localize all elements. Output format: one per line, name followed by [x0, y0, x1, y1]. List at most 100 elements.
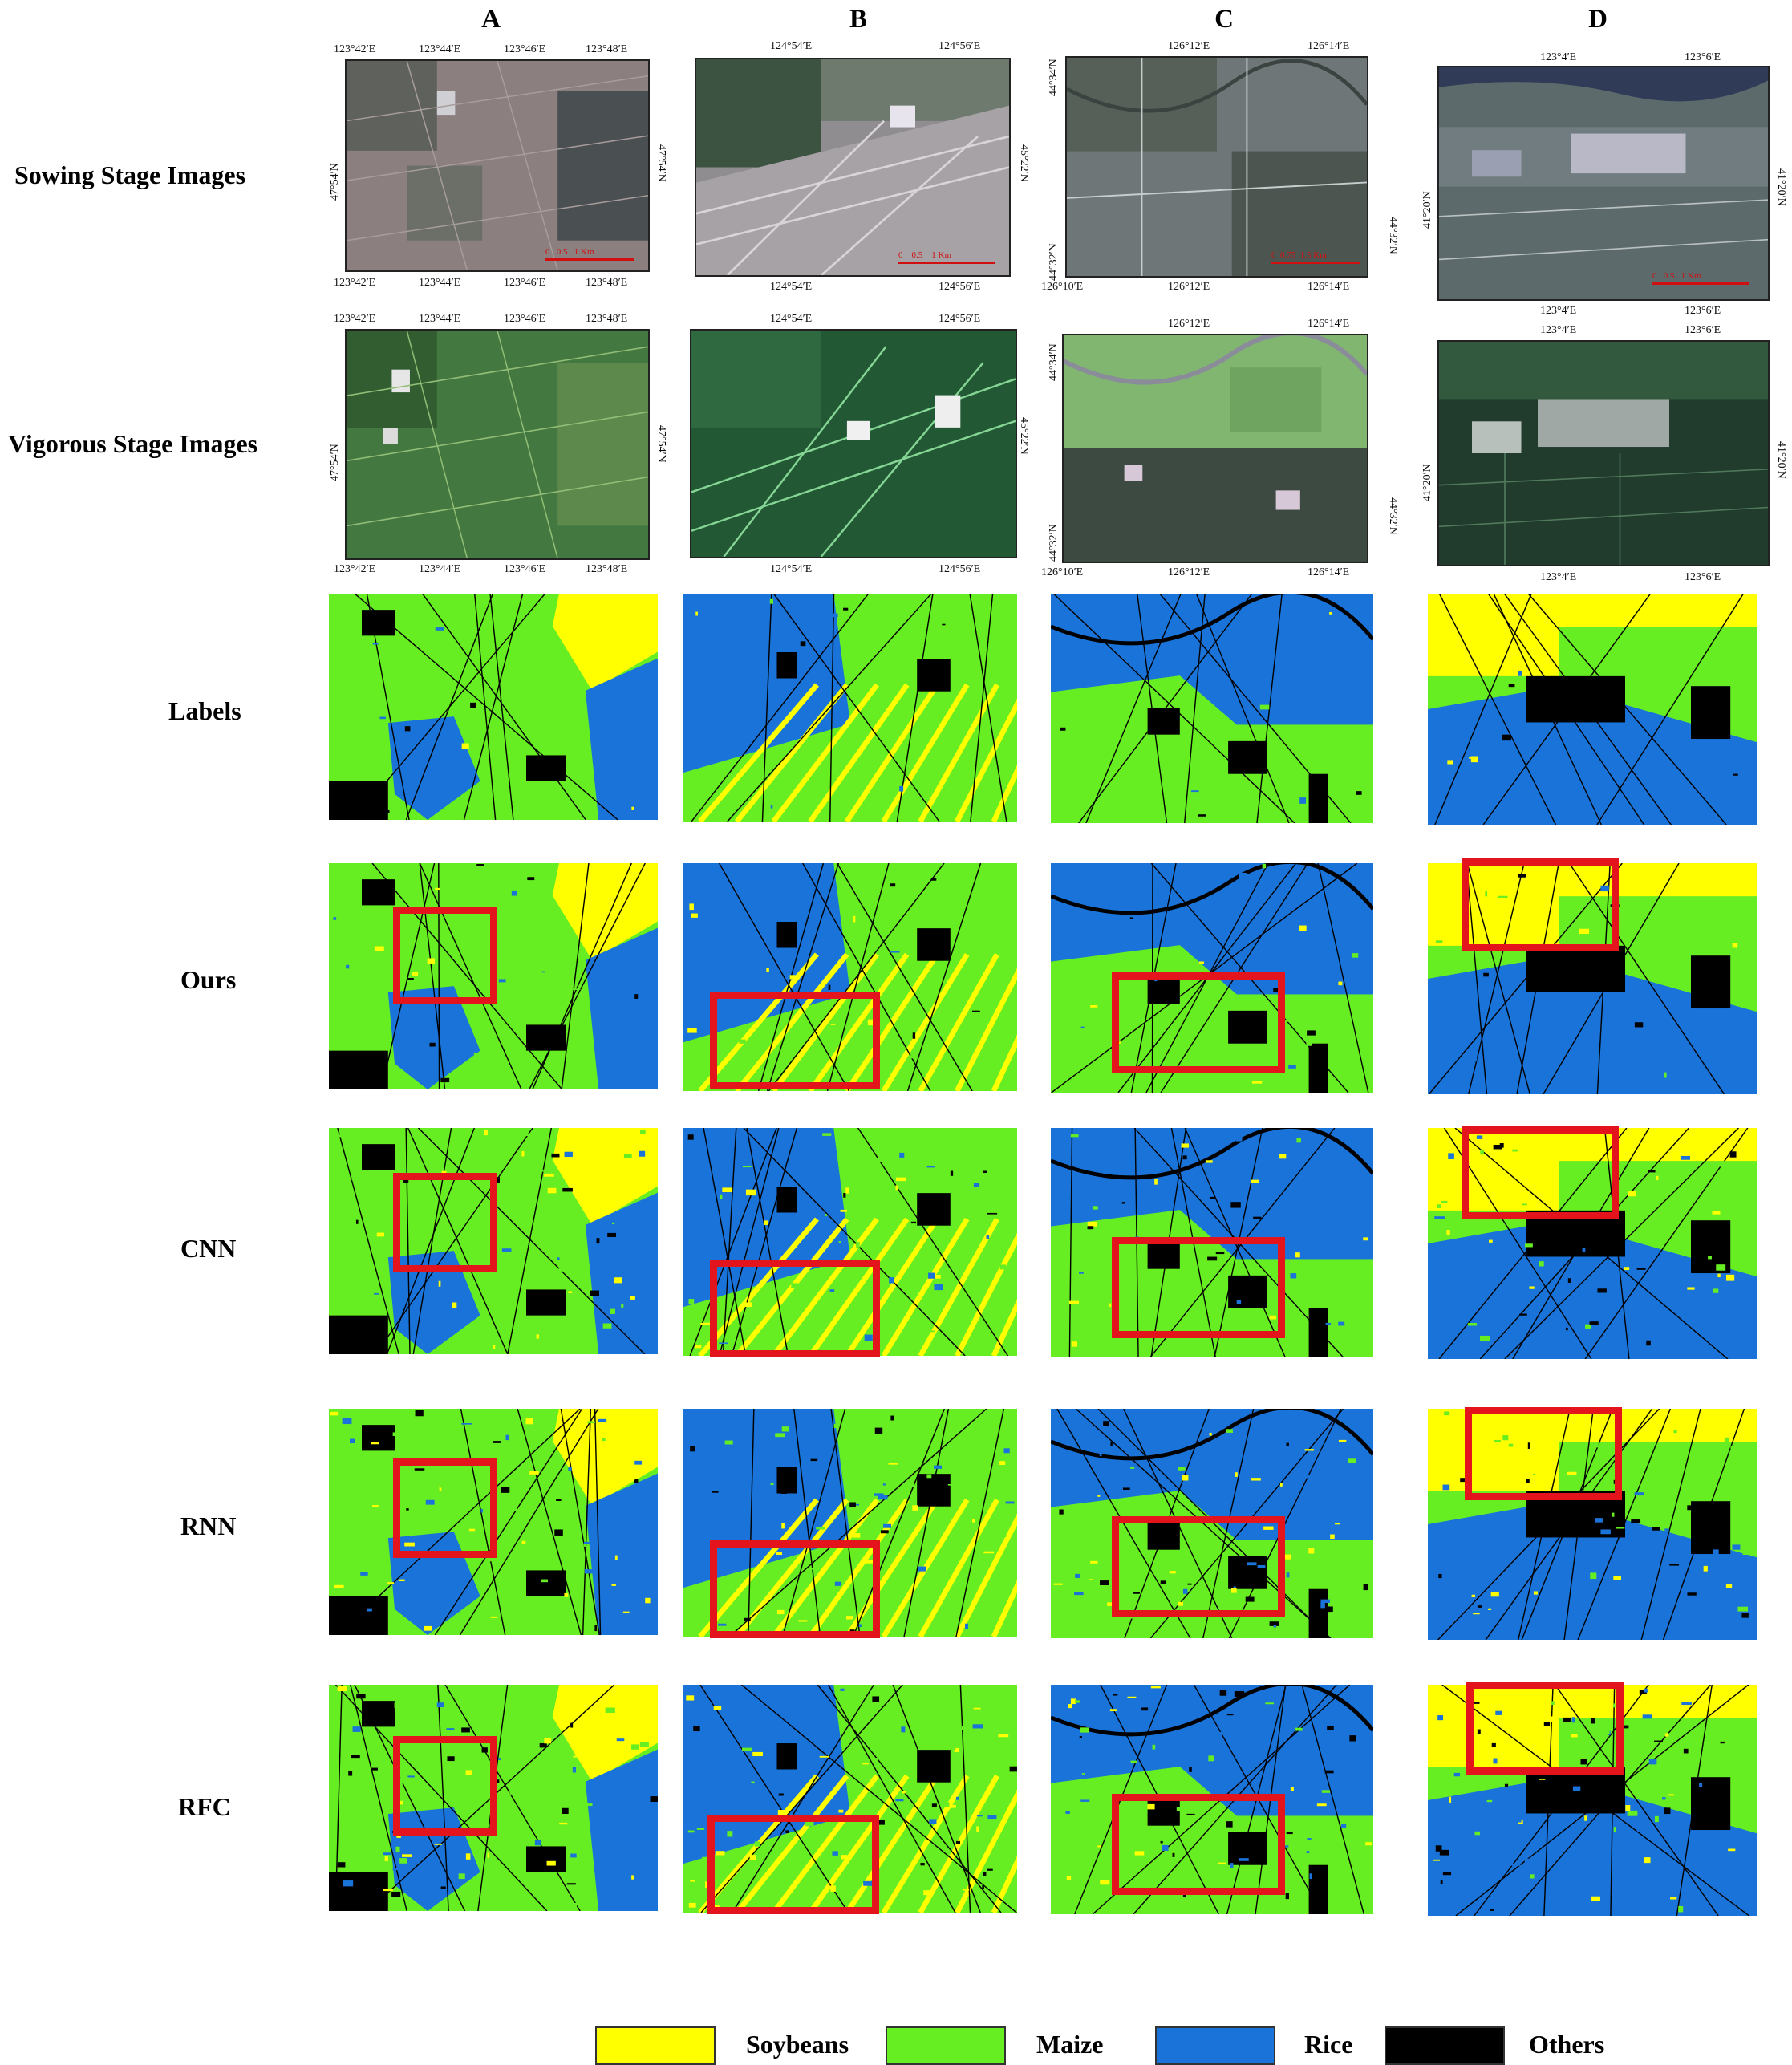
row-label-rnn: RNN: [180, 1511, 236, 1541]
coord-b2-right: 45°22′N: [1017, 417, 1030, 455]
coord-d-left: 41°20′N: [1421, 191, 1434, 229]
coord-c-left: 44°34′N: [1048, 59, 1060, 96]
coord-a-bottom-2: 123°46′E: [504, 277, 545, 290]
legend-swatch-rice: [1155, 2026, 1275, 2065]
legend-label-rice: Rice: [1304, 2030, 1352, 2059]
coord-c2-top-0: 126°12′E: [1168, 318, 1210, 331]
legend-swatch-soybeans: [595, 2026, 716, 2065]
coord-b-top-1: 124°56′E: [939, 40, 980, 53]
highlight-box-ours-b: [710, 992, 880, 1089]
coord-c-top-1: 126°14′E: [1308, 40, 1349, 53]
coord-d2-bottom-0: 123°4′E: [1540, 571, 1576, 584]
legend-swatch-others: [1385, 2026, 1505, 2065]
scalebar-d: 0 0.5 1 Km: [1652, 271, 1749, 285]
coord-d2-left: 41°20′N: [1421, 464, 1434, 501]
map-labels-a: [329, 594, 658, 820]
coord-b-top-0: 124°54′E: [770, 40, 812, 53]
highlight-box-rfc-c: [1112, 1794, 1285, 1895]
highlight-box-cnn-d: [1462, 1126, 1619, 1219]
scalebar-b: 0 0.5 1 Km: [898, 250, 995, 264]
coord-c2-left: 44°34′N: [1048, 343, 1060, 381]
coord-b2-bottom-1: 124°56′E: [939, 563, 980, 576]
highlight-box-rnn-b: [710, 1540, 880, 1638]
map-labels-d: [1428, 594, 1757, 825]
map-labels-c: [1051, 594, 1373, 823]
coord-c-right: 44°32′N: [1386, 217, 1399, 254]
coord-a-top-3: 123°48′E: [586, 43, 627, 56]
coord-a-top-2: 123°46′E: [504, 43, 545, 56]
coord-d-bottom-0: 123°4′E: [1540, 305, 1576, 318]
vigorous-image-c: [1062, 334, 1368, 563]
coord-b-bottom-0: 124°54′E: [770, 281, 812, 294]
highlight-box-rnn-c: [1112, 1516, 1285, 1617]
highlight-box-ours-d: [1462, 858, 1619, 951]
sowing-image-a: [345, 59, 650, 272]
coord-b2-bottom-0: 124°54′E: [770, 563, 812, 576]
highlight-box-cnn-c: [1112, 1237, 1285, 1338]
legend-label-others: Others: [1529, 2030, 1604, 2059]
coord-c2-bottom-2: 126°14′E: [1308, 566, 1349, 579]
coord-b2-top-1: 124°56′E: [939, 313, 980, 326]
coord-a2-bottom-3: 123°48′E: [586, 563, 627, 576]
coord-c-top-0: 126°12′E: [1168, 40, 1210, 53]
coord-a-top-1: 123°44′E: [419, 43, 460, 56]
row-label-cnn: CNN: [180, 1234, 236, 1264]
coord-c2-top-1: 126°14′E: [1308, 318, 1349, 331]
sowing-image-b: [695, 58, 1011, 277]
coord-c2-bottom-0: 126°10′E: [1041, 566, 1083, 579]
vigorous-image-d: [1437, 340, 1770, 566]
coord-c-left2: 44°32′N: [1048, 243, 1060, 281]
coord-d-top-0: 123°4′E: [1540, 51, 1576, 64]
highlight-box-rfc-a: [393, 1736, 497, 1836]
column-header-b: B: [810, 5, 906, 34]
sowing-image-c: [1065, 56, 1368, 278]
highlight-box-rnn-d: [1465, 1407, 1622, 1500]
coord-a2-top-1: 123°44′E: [419, 313, 460, 326]
highlight-box-cnn-b: [710, 1260, 880, 1357]
map-labels-b: [683, 594, 1017, 822]
column-header-d: D: [1550, 5, 1646, 34]
coord-d2-right: 41°20′N: [1774, 441, 1787, 479]
row-label-labels: Labels: [168, 696, 241, 726]
highlight-box-rfc-d: [1466, 1682, 1624, 1775]
coord-a2-top-2: 123°46′E: [504, 313, 545, 326]
coord-c2-right: 44°32′N: [1386, 497, 1399, 535]
coord-a-right: 47°54′N: [655, 144, 667, 182]
legend-label-maize: Maize: [1036, 2030, 1104, 2059]
highlight-box-cnn-a: [393, 1173, 497, 1272]
coord-a-bottom-3: 123°48′E: [586, 277, 627, 290]
coord-b2-top-0: 124°54′E: [770, 313, 812, 326]
coord-c2-bottom-1: 126°12′E: [1168, 566, 1210, 579]
coord-a2-bottom-0: 123°42′E: [334, 563, 375, 576]
coord-a2-bottom-1: 123°44′E: [419, 563, 460, 576]
coord-d2-top-1: 123°6′E: [1685, 324, 1721, 337]
legend-label-soybeans: Soybeans: [746, 2030, 849, 2059]
vigorous-image-b: [690, 329, 1017, 558]
coord-a2-bottom-2: 123°46′E: [504, 563, 545, 576]
coord-d-bottom-1: 123°6′E: [1685, 305, 1721, 318]
coord-a2-right: 47°54′N: [655, 425, 667, 463]
row-label-sowing: Sowing Stage Images: [14, 160, 245, 190]
coord-a-bottom-1: 123°44′E: [419, 277, 460, 290]
sowing-image-d: [1437, 66, 1770, 301]
coord-c-bottom-1: 126°12′E: [1168, 281, 1210, 294]
coord-d-right: 41°20′N: [1774, 168, 1787, 206]
column-header-c: C: [1176, 5, 1272, 34]
highlight-box-ours-c: [1112, 972, 1285, 1073]
coord-c2-left2: 44°32′N: [1048, 524, 1060, 562]
sowing-image-a-texture: [347, 61, 648, 270]
coord-a-left: 47°54′N: [329, 163, 342, 201]
coord-a-bottom-0: 123°42′E: [334, 277, 375, 290]
column-header-a: A: [443, 5, 539, 34]
row-label-rfc: RFC: [178, 1792, 231, 1822]
coord-b-right: 45°22′N: [1017, 144, 1030, 182]
coord-a2-left: 47°54′N: [329, 444, 342, 481]
scalebar-c: 0 0.75 1.5 Km: [1271, 250, 1360, 264]
row-label-ours: Ours: [180, 965, 236, 995]
scalebar-a: 0 0.5 1 Km: [545, 247, 634, 261]
highlight-box-rfc-b: [707, 1815, 879, 1914]
coord-d2-top-0: 123°4′E: [1540, 324, 1576, 337]
coord-c-bottom-0: 126°10′E: [1041, 281, 1083, 294]
highlight-box-ours-a: [393, 907, 497, 1004]
coord-a2-top-0: 123°42′E: [334, 313, 375, 326]
